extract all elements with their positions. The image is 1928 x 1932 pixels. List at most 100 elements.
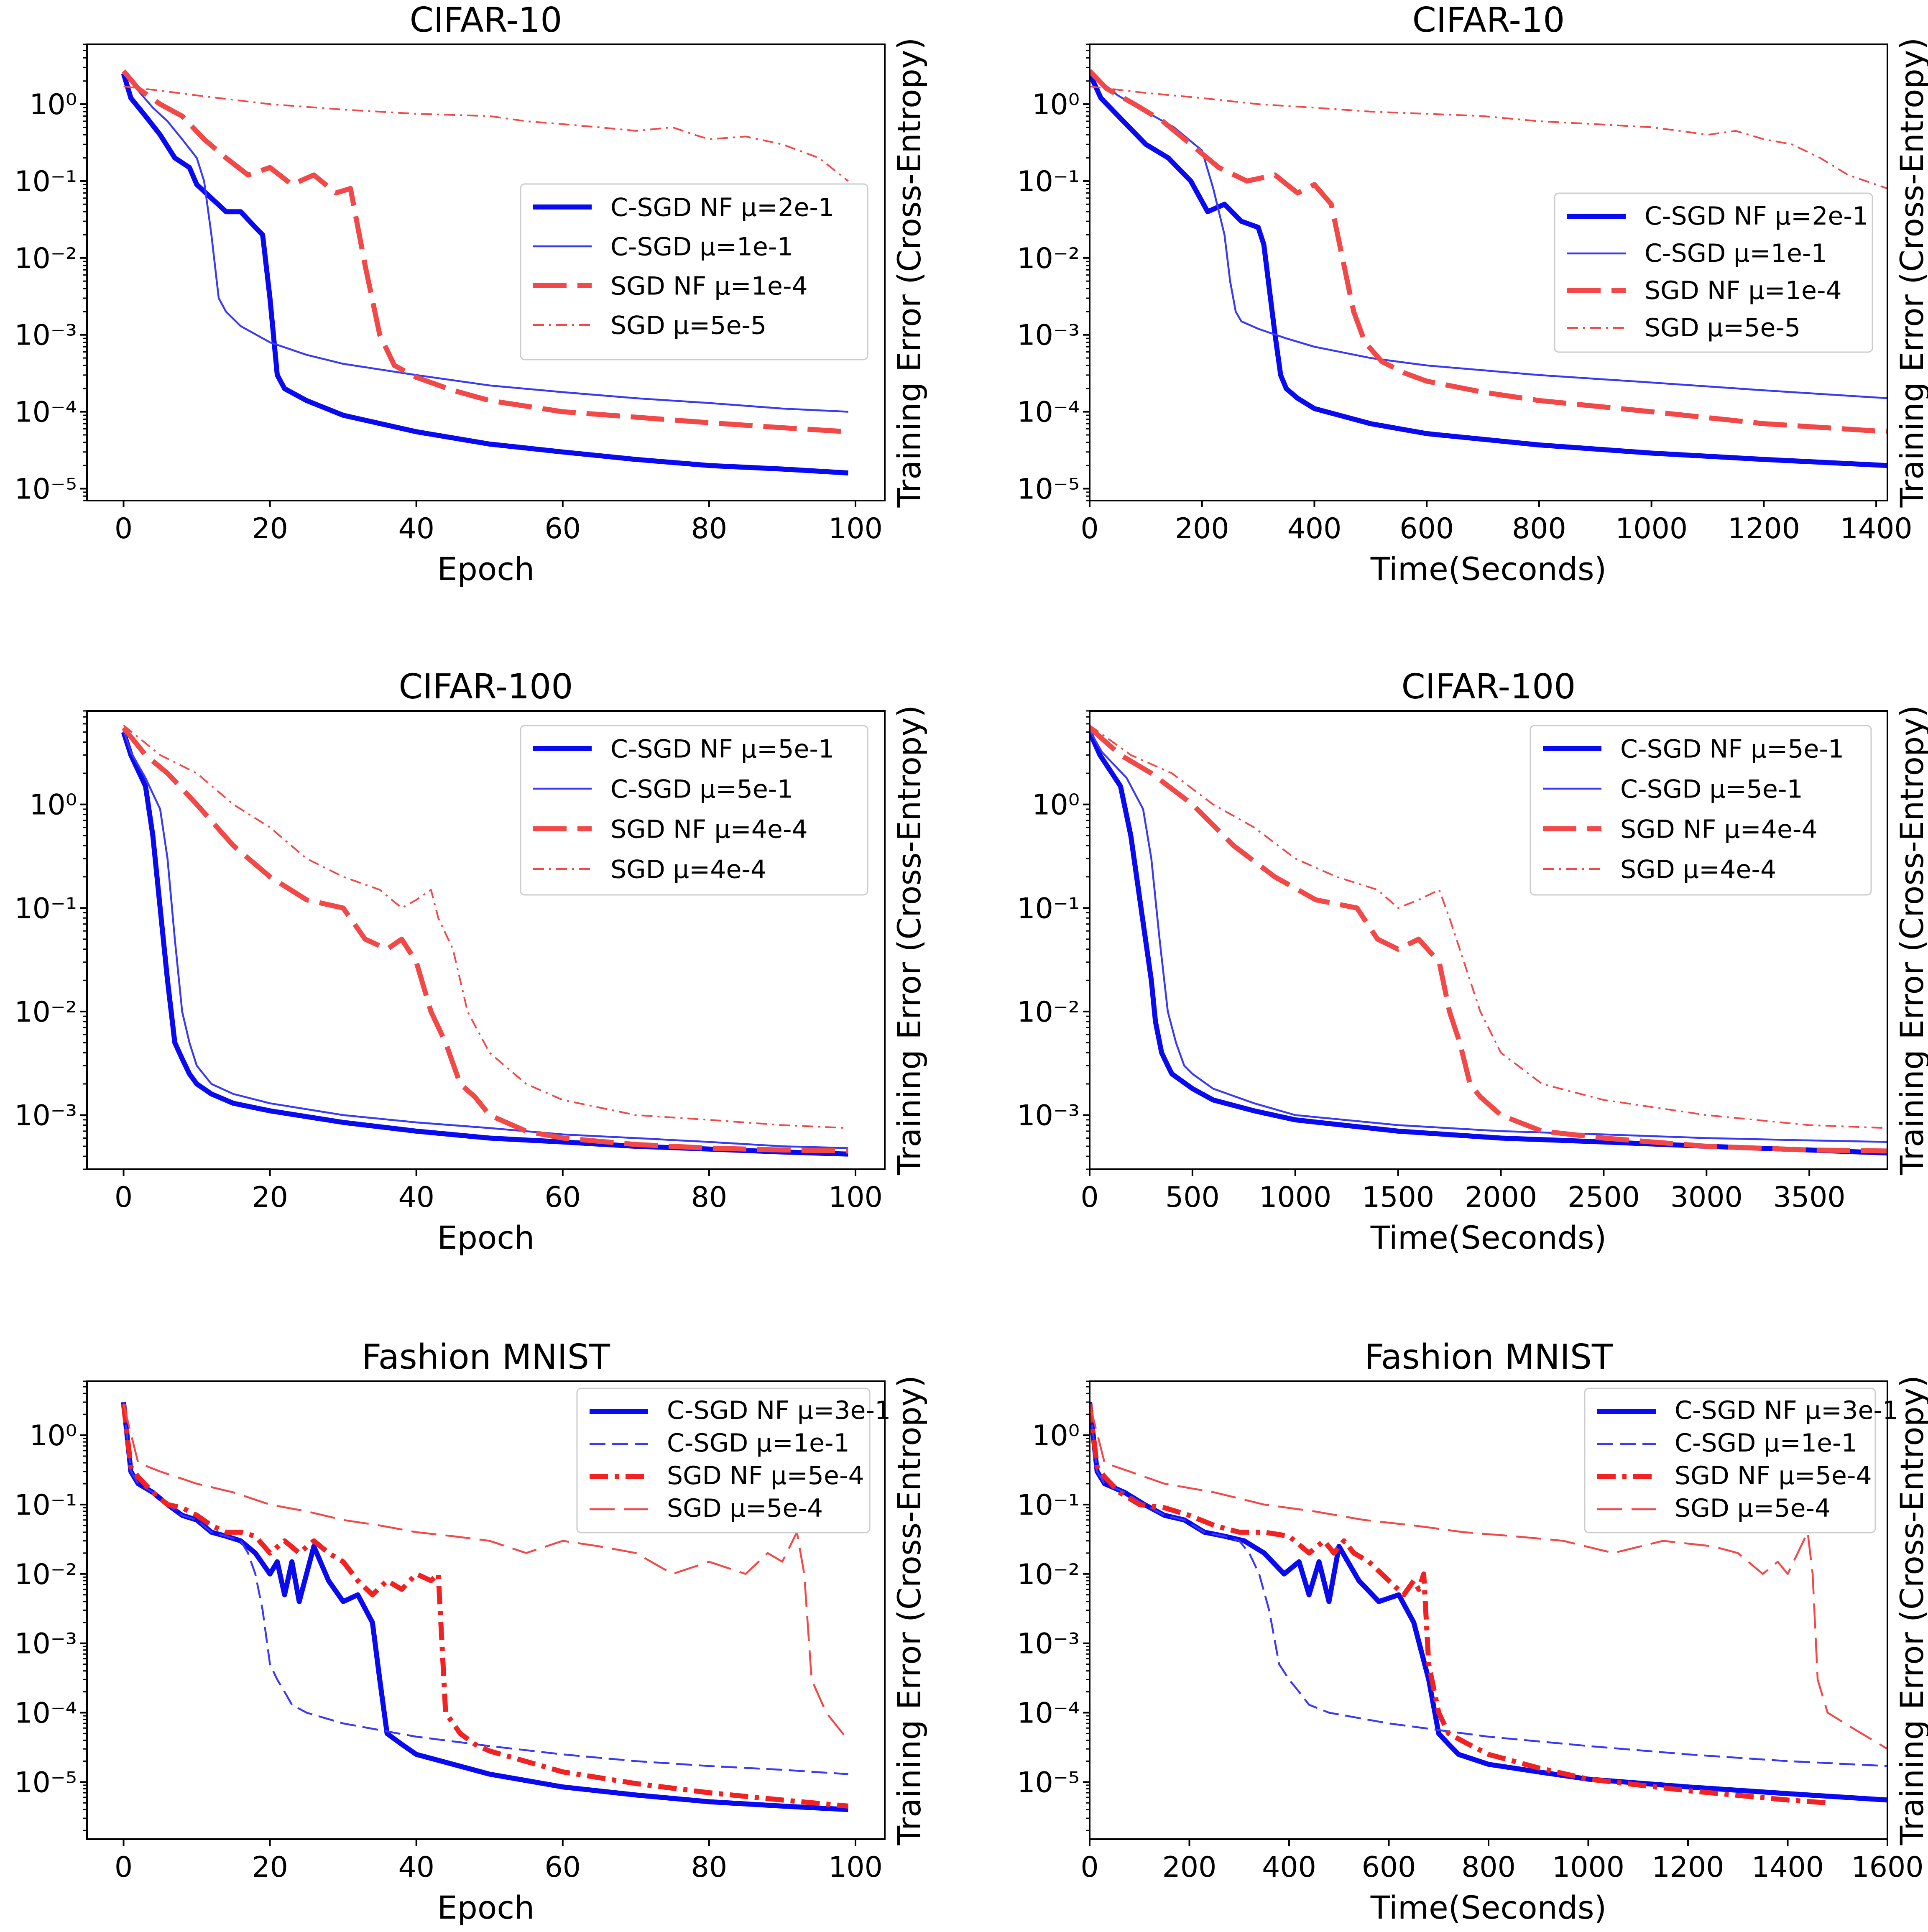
y-tick-label: 10⁻³ bbox=[1017, 319, 1080, 352]
series-line-3 bbox=[1090, 69, 1887, 434]
legend-label: SGD μ=4e-4 bbox=[610, 855, 766, 884]
chart-title: CIFAR-100 bbox=[1402, 667, 1576, 707]
y-tick-label: 10⁻³ bbox=[1017, 1628, 1080, 1661]
chart-panel-1: 0 20 40 60 80 100 10⁻⁵ 10⁻⁴ 10⁻³ 10⁻² 10⁻¹ 10⁰ CIFAR… bbox=[14, 0, 928, 588]
y-tick-label: 10⁻³ bbox=[1017, 1099, 1080, 1132]
series-line-1 bbox=[1090, 1402, 1887, 1803]
y-tick-label: 10⁰ bbox=[1032, 1419, 1080, 1452]
legend-label: SGD μ=5e-4 bbox=[1675, 1494, 1831, 1523]
legend-label: SGD μ=4e-4 bbox=[1620, 855, 1776, 884]
x-tick-label: 1000 bbox=[1552, 1851, 1624, 1884]
y-tick-label: 10⁻² bbox=[14, 996, 77, 1029]
series-line-2 bbox=[123, 730, 848, 1149]
series-line-4 bbox=[123, 725, 848, 1129]
y-tick-label: 10⁻⁴ bbox=[1017, 396, 1080, 429]
chart-title: CIFAR-10 bbox=[1412, 0, 1565, 40]
legend-label: SGD NF μ=1e-4 bbox=[610, 272, 808, 301]
y-tick-label: 10⁻² bbox=[14, 1558, 77, 1591]
x-tick-label: 0 bbox=[115, 512, 133, 545]
legend-label: C-SGD NF μ=5e-1 bbox=[610, 735, 834, 764]
x-tick-label: 20 bbox=[252, 1851, 288, 1884]
series-line-3 bbox=[1090, 726, 1887, 1154]
plot-frame bbox=[86, 43, 886, 501]
legend-label: SGD μ=5e-5 bbox=[1645, 313, 1800, 342]
legend-label: C-SGD μ=1e-1 bbox=[667, 1429, 850, 1458]
y-tick-label: 10⁻² bbox=[1017, 242, 1080, 275]
x-tick-label: 0 bbox=[115, 1181, 133, 1214]
legend-box bbox=[576, 1388, 871, 1533]
y-tick-label: 10⁻¹ bbox=[14, 165, 77, 198]
y-tick-label: 10⁻⁵ bbox=[1017, 473, 1080, 506]
x-tick-label: 800 bbox=[1461, 1851, 1516, 1884]
series-line-1 bbox=[1090, 72, 1887, 468]
y-tick-label: 10⁰ bbox=[1032, 88, 1080, 121]
y-tick-label: 10⁻¹ bbox=[1017, 892, 1080, 925]
legend-box bbox=[520, 725, 868, 896]
y-axis-label: Training Error (Cross-Entropy) bbox=[1893, 1375, 1928, 1846]
y-tick-label: 10⁻² bbox=[1017, 1558, 1080, 1591]
x-tick-label: 400 bbox=[1262, 1851, 1316, 1884]
x-tick-label: 1200 bbox=[1652, 1851, 1724, 1884]
series-line-3 bbox=[1090, 1404, 1828, 1806]
y-tick-label: 10⁰ bbox=[29, 789, 77, 822]
y-axis-label: Training Error (Cross-Entropy) bbox=[1893, 705, 1928, 1176]
x-axis-label: Epoch bbox=[437, 1889, 535, 1926]
y-axis-label: Training Error (Cross-Entropy) bbox=[891, 1375, 928, 1846]
series-line-1 bbox=[121, 73, 848, 475]
chart-title: CIFAR-100 bbox=[399, 667, 573, 707]
series-line-3 bbox=[121, 726, 848, 1154]
y-tick-label: 10⁻⁴ bbox=[1017, 1697, 1080, 1730]
x-tick-label: 40 bbox=[398, 1181, 434, 1214]
series-line-4 bbox=[123, 1404, 849, 1741]
x-tick-label: 40 bbox=[398, 1851, 434, 1884]
x-tick-label: 100 bbox=[828, 1851, 883, 1884]
x-tick-label: 500 bbox=[1165, 1181, 1220, 1214]
y-tick-label: 10⁻⁴ bbox=[14, 396, 77, 429]
legend-label: C-SGD μ=5e-1 bbox=[610, 775, 793, 804]
legend-label: SGD NF μ=1e-4 bbox=[1645, 276, 1842, 305]
y-tick-label: 10⁻² bbox=[14, 242, 77, 275]
x-tick-label: 80 bbox=[691, 1851, 728, 1884]
legend-label: C-SGD μ=5e-1 bbox=[1620, 775, 1803, 804]
legend-label: C-SGD μ=1e-1 bbox=[1675, 1429, 1857, 1458]
series-line-1 bbox=[1090, 731, 1887, 1156]
legend-label: SGD NF μ=4e-4 bbox=[610, 815, 808, 844]
x-tick-label: 40 bbox=[398, 512, 434, 545]
x-tick-label: 60 bbox=[545, 1181, 581, 1214]
x-axis-label: Epoch bbox=[437, 550, 535, 588]
x-tick-label: 100 bbox=[828, 1181, 883, 1214]
y-axis-label: Training Error (Cross-Entropy) bbox=[1893, 38, 1928, 508]
legend-label: C-SGD NF μ=2e-1 bbox=[610, 193, 834, 222]
y-tick-label: 10⁻⁵ bbox=[1017, 1766, 1080, 1799]
y-tick-label: 10⁻⁵ bbox=[14, 473, 77, 506]
chart-panel-3: 0 20 40 60 80 100 10⁻³ 10⁻² 10⁻¹ 10⁰ CIFAR-100 Epoc… bbox=[14, 667, 928, 1256]
x-tick-label: 20 bbox=[252, 1181, 288, 1214]
series-line-3 bbox=[121, 69, 848, 434]
y-tick-label: 10⁰ bbox=[29, 88, 77, 121]
legend: C-SGD NF μ=2e-1 C-SGD μ=1e-1 SGD NF μ=1e-4… bbox=[1554, 192, 1873, 353]
series-line-4 bbox=[123, 85, 849, 182]
x-axis-label: Epoch bbox=[437, 1219, 535, 1256]
x-tick-label: 1600 bbox=[1851, 1851, 1923, 1884]
y-tick-label: 10⁻¹ bbox=[14, 892, 77, 925]
legend-label: C-SGD NF μ=5e-1 bbox=[1620, 735, 1844, 764]
series-line-4 bbox=[1090, 724, 1887, 1129]
legend: C-SGD NF μ=3e-1 C-SGD μ=1e-1 SGD NF μ=5e-4… bbox=[1584, 1388, 1898, 1533]
legend-label: SGD μ=5e-5 bbox=[610, 311, 766, 340]
legend-box bbox=[1530, 725, 1872, 896]
y-tick-label: 10⁻⁴ bbox=[14, 1697, 77, 1730]
legend-label: SGD NF μ=5e-4 bbox=[667, 1461, 864, 1490]
legend-label: SGD μ=5e-4 bbox=[667, 1494, 823, 1523]
chart-panel-5: 0 20 40 60 80 100 10⁻⁵ 10⁻⁴ 10⁻³ 10⁻² 10⁻¹ 10⁰ Fashi… bbox=[14, 1337, 928, 1926]
x-tick-label: 0 bbox=[1080, 1181, 1098, 1214]
x-tick-label: 0 bbox=[115, 1851, 133, 1884]
x-tick-label: 200 bbox=[1175, 512, 1229, 545]
x-tick-label: 80 bbox=[691, 512, 728, 545]
plot-frame bbox=[86, 710, 886, 1170]
x-tick-label: 3500 bbox=[1773, 1181, 1846, 1214]
y-tick-label: 10⁻² bbox=[1017, 996, 1080, 1029]
x-tick-label: 3000 bbox=[1670, 1181, 1743, 1214]
legend-label: SGD NF μ=5e-4 bbox=[1675, 1461, 1872, 1490]
x-axis-label: Time(Seconds) bbox=[1370, 1219, 1607, 1256]
